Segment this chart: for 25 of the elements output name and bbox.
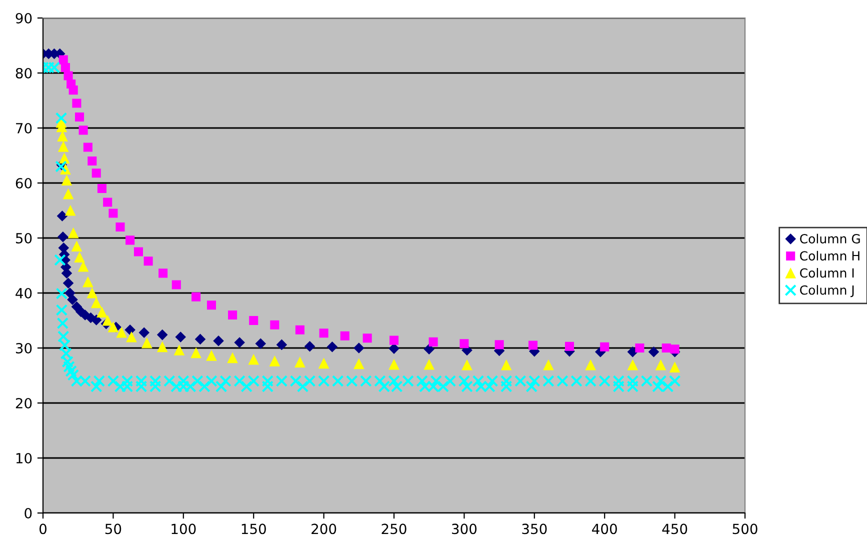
x-tick-label: 400 bbox=[592, 524, 617, 534]
y-tick-label: 40 bbox=[16, 288, 32, 298]
legend-label: Column G bbox=[800, 234, 860, 244]
y-tick-label: 70 bbox=[16, 122, 32, 134]
x-tick-label: 350 bbox=[522, 524, 547, 534]
x-tick-label: 300 bbox=[452, 524, 477, 534]
y-tick-label: 50 bbox=[16, 232, 32, 244]
x-tick-label: 250 bbox=[382, 524, 406, 534]
x-tick-label: 500 bbox=[732, 524, 758, 534]
y-tick-label: 80 bbox=[16, 68, 32, 78]
y-tick-label: 10 bbox=[16, 452, 32, 464]
legend-label: Column J bbox=[800, 285, 854, 298]
x-tick-label: 450 bbox=[662, 524, 688, 534]
y-tick-label: 90 bbox=[16, 12, 32, 24]
y-tick-label: 0 bbox=[24, 508, 32, 518]
x-tick-label: 0 bbox=[39, 524, 46, 534]
x-tick-label: 50 bbox=[105, 524, 122, 534]
x-tick-label: 100 bbox=[172, 524, 196, 534]
x-tick-label: 150 bbox=[242, 524, 266, 534]
y-tick-label: 60 bbox=[16, 178, 32, 188]
legend-label: Column H bbox=[800, 250, 860, 261]
x-tick-label: 200 bbox=[312, 524, 336, 534]
y-tick-label: 20 bbox=[16, 398, 32, 408]
legend-label: Column I bbox=[800, 268, 854, 278]
y-tick-label: 30 bbox=[16, 342, 32, 354]
